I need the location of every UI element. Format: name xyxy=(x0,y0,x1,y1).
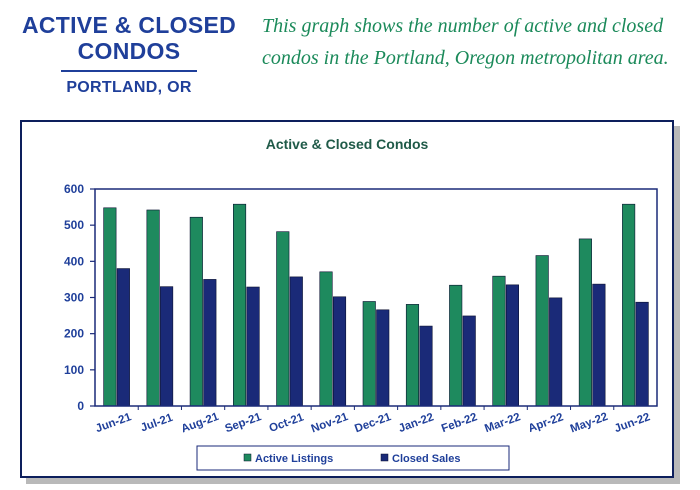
x-tick-label: Oct-21 xyxy=(268,411,306,435)
y-tick-label: 400 xyxy=(64,254,84,268)
bar-closed-sales xyxy=(289,276,303,407)
bar-active-listings xyxy=(319,271,333,407)
bar-active-listings xyxy=(103,207,117,407)
legend: Active Listings Closed Sales xyxy=(196,445,510,471)
bar-closed-sales xyxy=(462,315,476,407)
plot-area-border xyxy=(94,188,658,407)
bar-active-listings xyxy=(578,238,592,407)
bar-closed-sales xyxy=(419,325,433,407)
x-tick-label: Jul-21 xyxy=(139,412,175,435)
x-tick-label: Aug-21 xyxy=(180,411,221,436)
bar-closed-sales xyxy=(505,284,519,407)
description-line-1: This graph shows the number of active an… xyxy=(262,15,664,37)
legend-label-closed: Closed Sales xyxy=(392,453,460,465)
chart-title: Active & Closed Condos xyxy=(266,136,429,152)
page-title-line-1: ACTIVE & CLOSED xyxy=(21,12,237,38)
x-tick-label: Jan-22 xyxy=(397,411,435,435)
x-tick-label: Jun-22 xyxy=(613,411,652,435)
y-tick-label: 500 xyxy=(64,218,84,232)
legend-swatch-active xyxy=(243,453,252,462)
x-tick-label: Apr-22 xyxy=(527,411,565,435)
header-block: ACTIVE & CLOSED CONDOS PORTLAND, OR xyxy=(10,12,248,98)
bar-active-listings xyxy=(405,304,420,407)
bar-active-listings xyxy=(535,255,549,407)
bar-active-listings xyxy=(276,231,290,407)
bar-closed-sales xyxy=(116,268,130,407)
bar-closed-sales xyxy=(332,296,347,407)
x-tick-label: Nov-21 xyxy=(310,411,351,436)
bar-chart: Active & Closed Condos 0 100 200 300 400 500 6… xyxy=(64,136,658,471)
legend-swatch-closed xyxy=(380,453,389,462)
title-divider xyxy=(61,70,197,72)
bar-closed-sales xyxy=(246,286,260,407)
x-tick-label: Mar-22 xyxy=(483,411,522,435)
y-tick-label: 200 xyxy=(64,327,84,341)
bar-closed-sales xyxy=(549,297,563,407)
chart-frame: Active & Closed Condos 0 100 200 300 400 500 6… xyxy=(20,120,674,478)
page-title-line-2: CONDOS xyxy=(77,38,181,64)
bar-closed-sales xyxy=(203,279,217,407)
bar-active-listings xyxy=(146,209,160,407)
bar-active-listings xyxy=(492,275,506,407)
legend-label-active: Active Listings xyxy=(255,453,333,465)
y-tick-label: 600 xyxy=(64,182,84,196)
bar-active-listings xyxy=(622,203,636,407)
bar-active-listings xyxy=(189,216,203,407)
y-tick-label: 100 xyxy=(64,363,84,377)
x-tick-label: May-22 xyxy=(569,411,610,436)
y-tick-label: 0 xyxy=(77,399,84,413)
x-tick-label: Sep-21 xyxy=(224,411,264,435)
bar-active-listings xyxy=(362,301,376,407)
bar-closed-sales xyxy=(160,286,174,407)
y-tick-label: 300 xyxy=(64,291,84,305)
bar-active-listings xyxy=(449,284,463,407)
bar-active-listings xyxy=(233,203,247,407)
bar-closed-sales xyxy=(592,283,606,407)
plot-bars xyxy=(103,203,649,407)
x-tick-label: Dec-21 xyxy=(353,411,393,435)
bar-closed-sales xyxy=(376,309,390,407)
x-tick-label: Jun-21 xyxy=(94,411,134,435)
x-tick-label: Feb-22 xyxy=(440,411,479,435)
bar-closed-sales xyxy=(635,301,649,407)
page-subtitle: PORTLAND, OR xyxy=(66,79,192,96)
description-line-2: condos in the Portland, Oregon metropoli… xyxy=(262,47,669,69)
description: This graph shows the number of active an… xyxy=(262,10,692,74)
